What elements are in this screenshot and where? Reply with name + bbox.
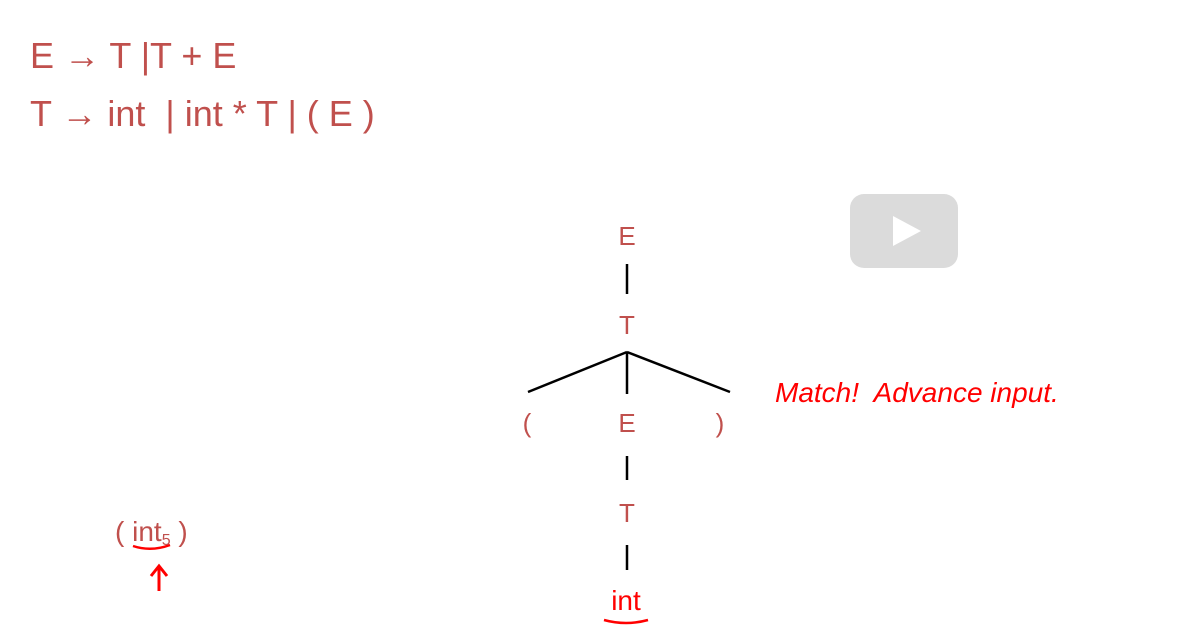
input-token: int — [132, 516, 162, 547]
play-button[interactable] — [850, 194, 958, 268]
edge-T-rparen — [626, 350, 731, 394]
play-icon — [893, 216, 921, 246]
grammar-rule-1: E → T |T + E — [30, 35, 237, 76]
node-leaf-int: int — [611, 585, 641, 616]
match-annotation: Match! Advance input. — [775, 377, 1059, 408]
input-open-paren: ( — [115, 516, 133, 547]
node-rparen: ) — [715, 408, 725, 438]
node-T: T — [619, 310, 635, 340]
input-token-subscript: 5 — [161, 532, 171, 549]
leaf-underline — [603, 618, 649, 625]
node-lparen: ( — [522, 408, 532, 438]
input-string: ( int5 ) — [115, 518, 188, 549]
node-inner-T: T — [619, 498, 635, 528]
node-root-E: E — [618, 221, 636, 251]
node-E: E — [618, 408, 636, 438]
grammar-rule-2: T → int | int * T | ( E ) — [30, 93, 375, 134]
up-arrow-icon — [149, 563, 169, 591]
input-close-paren: ) — [170, 516, 188, 547]
edge-T-lparen — [527, 350, 628, 394]
